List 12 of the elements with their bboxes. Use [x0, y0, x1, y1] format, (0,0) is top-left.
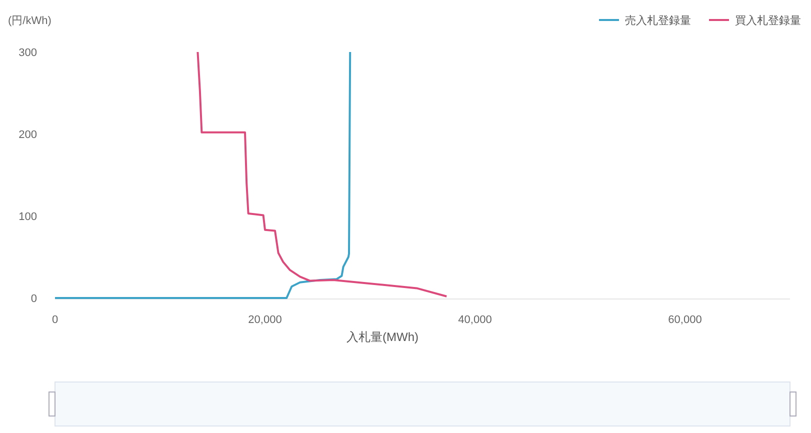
y-axis-title: (円/kWh) — [8, 15, 52, 27]
x-tick-label: 40,000 — [458, 314, 492, 326]
x-tick-label: 0 — [52, 314, 58, 326]
legend-label: 買入札登録量 — [735, 14, 801, 27]
y-tick-label: 0 — [30, 293, 37, 305]
x-tick-label: 20,000 — [248, 314, 282, 326]
y-tick-label: 300 — [18, 47, 37, 59]
y-tick-label: 200 — [18, 129, 37, 141]
x-axis-title: 入札量(MWh) — [346, 330, 418, 344]
legend-label: 売入札登録量 — [625, 14, 691, 27]
y-tick-label: 100 — [18, 211, 37, 223]
x-tick-label: 60,000 — [668, 314, 702, 326]
